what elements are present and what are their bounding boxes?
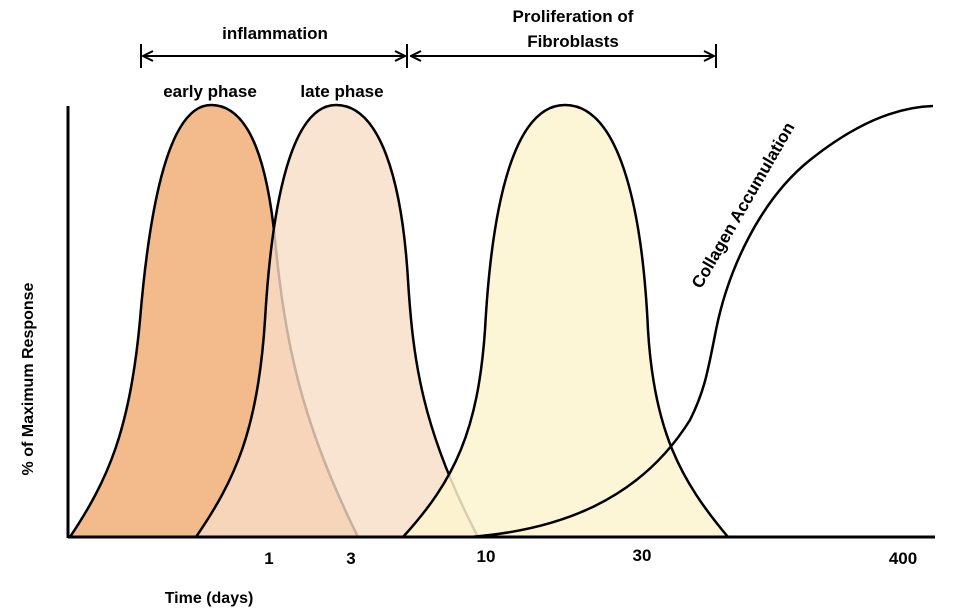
late-phase-label: late phase [300,82,383,101]
x-tick-3: 3 [346,549,355,568]
early-phase-label: early phase [163,82,257,101]
fibroblast-curve [400,103,731,539]
inflammation-label: inflammation [222,24,328,43]
collagen-label: Collagen Accumulation [688,119,799,292]
proliferation-label-line1: Proliferation of [513,7,634,26]
x-tick-10: 10 [477,547,496,566]
x-axis-title: Time (days) [165,590,254,607]
collagen-curve [469,104,934,539]
x-tick-30: 30 [633,546,652,565]
x-tick-400: 400 [889,549,917,568]
y-axis-title: % of Maximum Response [20,282,37,475]
proliferation-label-line2: Fibroblasts [527,32,619,51]
late-phase-curve [193,103,481,539]
x-tick-1: 1 [264,549,273,568]
